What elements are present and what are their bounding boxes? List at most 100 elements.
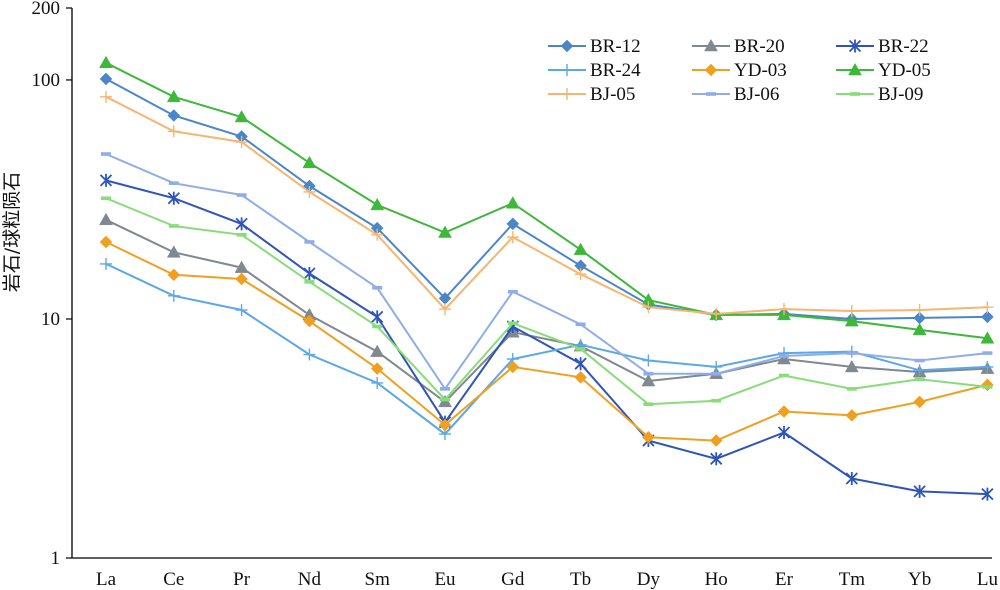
data-point [99,235,113,249]
data-point [575,322,586,327]
data-point [913,364,926,377]
data-point [506,360,520,374]
data-point [371,310,384,324]
legend-entry: BR-24 [548,60,641,81]
data-point [167,125,180,138]
legend-entry: BR-22 [836,36,929,57]
data-point [704,63,718,77]
data-point [709,434,723,447]
data-point [850,92,860,96]
data-point [100,90,112,103]
data-point [846,351,857,355]
y-tick-label: 200 [32,0,61,19]
data-point [99,55,113,69]
data-point [981,301,994,314]
data-point [846,387,857,391]
series-yd-05 [99,55,995,344]
data-point [235,272,248,286]
legend: BR-12 BR-20 BR-22 BR-24 YD-03 YD-05 BJ-05 BJ-06… [548,36,931,105]
data-point [845,472,858,486]
x-tick-label: Ce [163,569,184,590]
data-point [99,72,113,86]
legend-entry: BR-20 [692,36,785,57]
data-point [643,402,654,406]
data-point [303,185,316,198]
series-line [105,61,988,340]
series-bj-09 [101,196,993,406]
series-bj-06 [101,152,993,391]
data-point [575,347,586,351]
x-tick-label: Tm [839,569,866,590]
data-point [844,314,859,327]
data-point [167,109,181,122]
y-tick-label: 1 [51,548,61,569]
legend-entry: YD-05 [836,60,931,81]
data-point [913,304,926,317]
data-point [981,360,994,373]
y-tick-label: 100 [32,70,61,91]
data-point [438,418,452,432]
x-tick-label: La [96,569,117,590]
y-tick-label: 10 [41,309,60,330]
data-point [166,89,181,103]
data-point [641,374,656,387]
data-point [303,266,316,280]
series-line [105,197,988,406]
series-br-20 [99,212,995,408]
data-point [167,268,181,282]
axes: 1 10 100 200 La Ce Pr Nd Sm Eu Gd Tb Dy Ho Er Tm Yb Lu [32,0,999,590]
data-point [980,331,995,344]
x-tick-label: Ho [705,569,728,590]
series-line [105,95,988,315]
legend-label: YD-03 [734,60,787,81]
data-point [101,196,111,201]
data-point [167,191,180,205]
legend-entry: BJ-06 [692,84,779,105]
data-point [304,240,315,244]
data-point [371,376,384,389]
data-point [777,426,791,440]
data-point [371,228,384,241]
series-br-24 [100,257,994,441]
data-point [235,304,248,317]
data-point [913,484,926,498]
data-point [706,92,716,96]
data-point [844,359,859,373]
data-point [236,193,247,197]
data-point [914,358,925,363]
data-point [372,286,383,290]
data-point [912,322,927,336]
data-point [981,378,994,392]
data-point [711,371,722,376]
data-point [370,344,385,357]
data-point [777,405,791,418]
legend-label: BR-20 [734,36,785,57]
data-point [848,62,862,76]
legend-label: BR-22 [878,36,929,57]
data-point [507,321,518,326]
data-point [642,354,655,367]
data-point [439,303,451,316]
data-point [234,109,249,123]
data-point [913,395,926,409]
y-axis-label: 岩石/球粒陨石 [1,172,23,292]
x-tick-label: Sm [365,569,391,590]
data-point [561,64,573,76]
data-point [914,377,925,381]
legend-entry: YD-03 [692,60,787,81]
series-line [105,262,988,436]
data-point [166,245,181,258]
data-point [234,260,249,273]
data-point [642,301,655,314]
legend-label: BJ-05 [590,84,635,105]
data-point [168,224,179,228]
data-point [848,39,862,53]
data-point [99,173,113,187]
data-point [561,88,573,100]
data-point [778,303,790,316]
series-line [105,241,988,442]
data-point [845,304,858,317]
data-point [440,387,450,391]
data-point [711,398,722,403]
